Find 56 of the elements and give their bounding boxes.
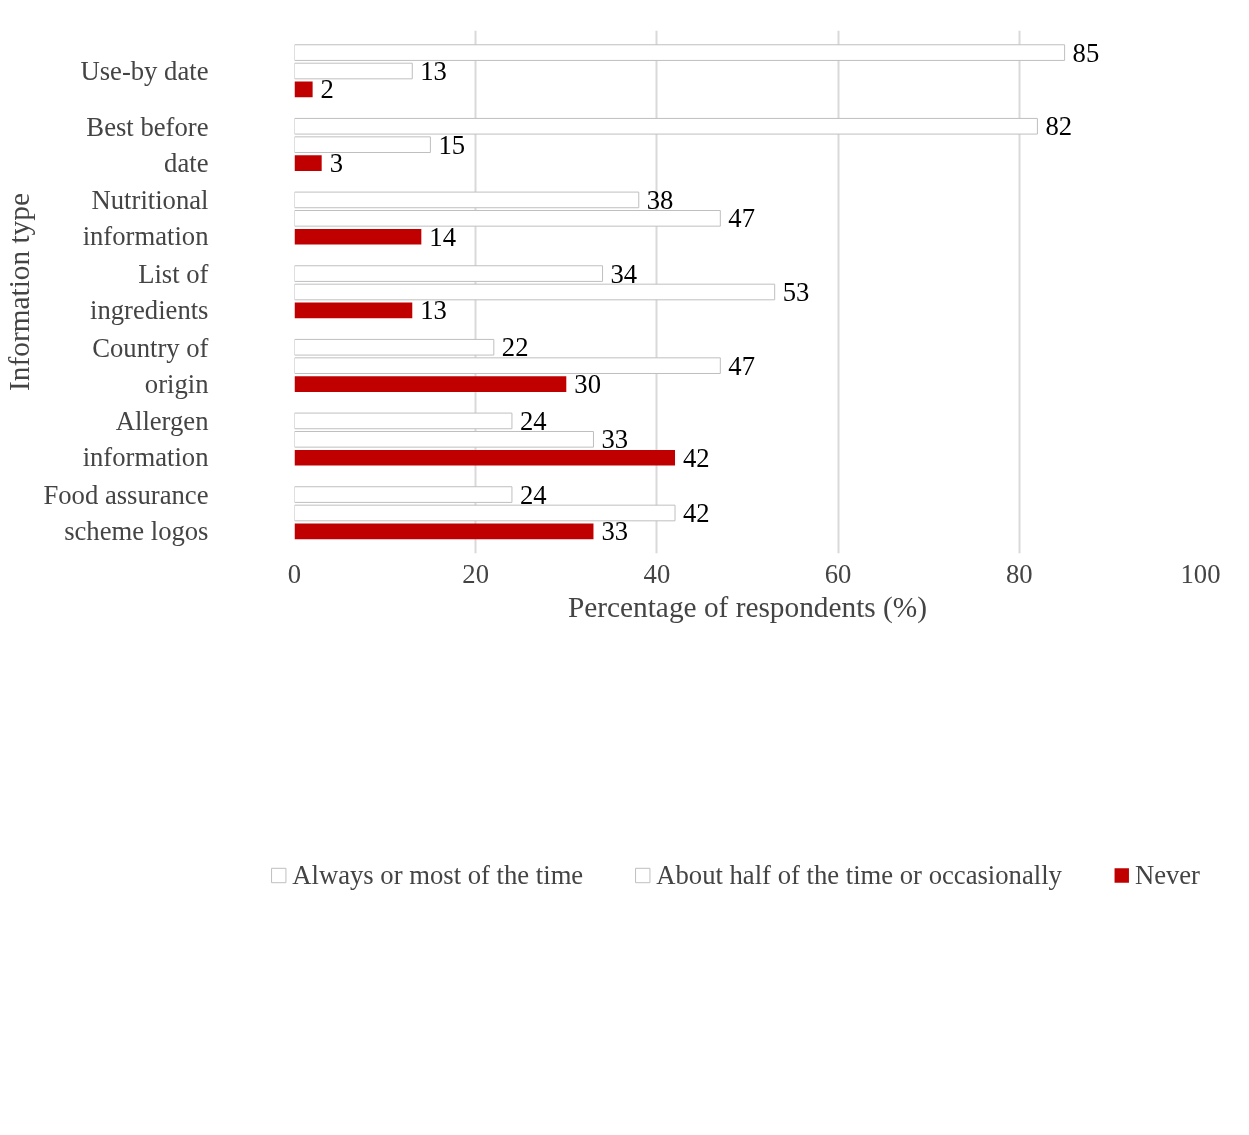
x-tick-label: 0: [287, 558, 302, 589]
data-label: 24: [519, 405, 547, 436]
x-tick-label: 20: [462, 558, 490, 589]
bar: [294, 81, 313, 98]
y-tick-label: Allergen information: [82, 406, 209, 473]
data-label: 82: [1045, 111, 1073, 142]
data-label: 15: [438, 129, 466, 160]
data-label: 38: [646, 184, 674, 215]
y-tick-label: Use-by date: [80, 56, 209, 87]
data-label: 24: [519, 479, 547, 510]
data-label: 47: [728, 203, 755, 234]
data-label: 30: [574, 369, 601, 400]
y-tick-label: List of ingredients: [90, 259, 209, 325]
bar: [294, 449, 676, 466]
x-tick-label: 80: [1005, 558, 1033, 589]
data-label: 42: [683, 442, 710, 473]
bar: [294, 376, 567, 392]
y-tick-label: Nutritional information: [82, 185, 209, 252]
data-label: 33: [601, 424, 629, 455]
data-label: 13: [420, 56, 447, 87]
data-label: 47: [728, 350, 755, 381]
bar: [294, 210, 721, 227]
data-label: 33: [601, 516, 629, 547]
x-tick-label: 60: [824, 558, 852, 589]
bar: [294, 62, 413, 80]
legend-label: About half of the time or occasionally: [656, 859, 1062, 891]
data-label: 14: [429, 221, 456, 252]
x-tick-label: 100: [1180, 558, 1221, 589]
bar: [294, 486, 513, 503]
bar: [294, 504, 676, 522]
data-label: 53: [782, 277, 810, 307]
bar: [294, 431, 594, 448]
data-label: 34: [610, 258, 638, 289]
data-label: 13: [420, 295, 447, 326]
x-axis-title: Percentage of respondents (%): [567, 590, 928, 624]
bar: [294, 228, 422, 245]
data-label: 42: [683, 497, 710, 528]
legend-label: Never: [1134, 859, 1200, 891]
y-tick-label: Country of origin: [92, 332, 209, 399]
bar: [294, 44, 1066, 61]
data-label: 2: [320, 74, 334, 105]
bar: [294, 302, 413, 319]
data-label: 3: [329, 148, 344, 179]
y-tick-label: Best before date: [86, 111, 209, 178]
data-label: 85: [1072, 37, 1100, 68]
bar: [294, 523, 594, 540]
data-label: 22: [501, 332, 529, 363]
bar: [294, 283, 776, 301]
legend-label: Always or most of the time: [292, 859, 584, 891]
bar: [294, 191, 640, 209]
x-tick-label: 40: [643, 558, 671, 589]
bar: [294, 412, 513, 430]
bar: [294, 265, 604, 282]
y-tick-label: Food assurance scheme logos: [43, 479, 209, 546]
y-axis-title: Information type: [3, 193, 36, 391]
bar: [294, 155, 322, 171]
